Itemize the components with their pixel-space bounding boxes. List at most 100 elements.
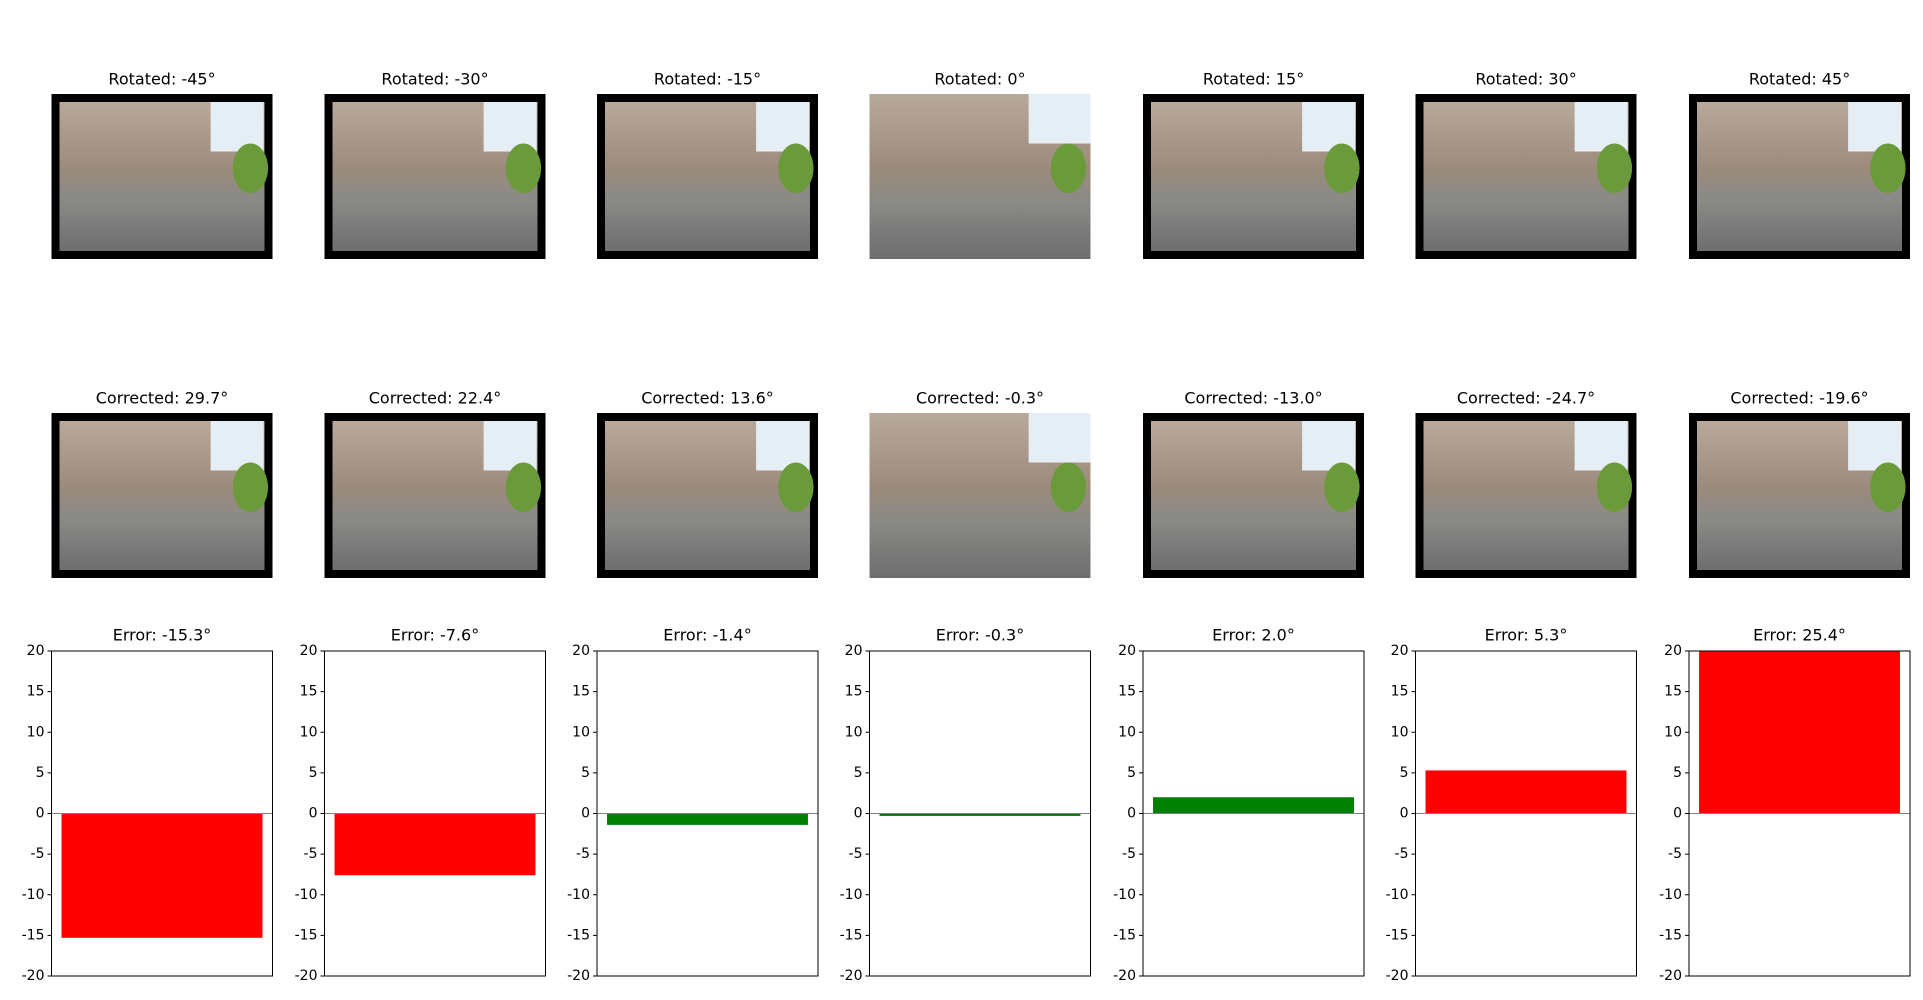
plot-area — [1425, 770, 1627, 814]
chart-title: Error: -7.6° — [391, 626, 479, 645]
y-tick-label: -10 — [1386, 887, 1409, 903]
y-tick-label: -20 — [22, 968, 45, 984]
chart-title: Error: 25.4° — [1753, 626, 1846, 645]
y-tick-label: 0 — [1127, 806, 1136, 822]
y-tick-label: -5 — [304, 846, 318, 862]
y-tick-label: -20 — [1113, 968, 1136, 984]
y-tick-label: 5 — [1673, 765, 1682, 781]
y-tick-label: -5 — [1668, 846, 1682, 862]
image-title: Corrected: 13.6° — [641, 389, 774, 408]
y-tick-label: 15 — [27, 684, 45, 700]
image-sky — [1848, 102, 1902, 152]
image-tree — [1050, 462, 1087, 512]
y-tick-label: 0 — [1673, 806, 1682, 822]
y-tick-label: -15 — [295, 927, 318, 943]
image-tree — [1050, 143, 1087, 193]
y-tick-label: -10 — [295, 887, 318, 903]
y-tick-label: 10 — [1664, 724, 1682, 740]
image-sky — [210, 102, 264, 152]
y-tick-label: 10 — [845, 724, 863, 740]
y-tick-label: -20 — [1386, 968, 1409, 984]
image-title: Corrected: -19.6° — [1730, 389, 1868, 408]
y-tick-label: 10 — [1391, 724, 1409, 740]
y-tick-label: -15 — [1659, 927, 1682, 943]
y-tick-label: -5 — [849, 846, 863, 862]
y-tick-label: -5 — [1122, 846, 1136, 862]
y-tick-label: 10 — [572, 724, 590, 740]
image-tree — [505, 462, 542, 512]
y-tick-label: -15 — [1386, 927, 1409, 943]
image-title: Corrected: -13.0° — [1184, 389, 1322, 408]
y-tick-label: -5 — [31, 846, 45, 862]
image-tree — [778, 143, 814, 193]
y-tick-label: 15 — [1391, 684, 1409, 700]
plot-area — [879, 813, 1081, 816]
chart-title: Error: 5.3° — [1485, 626, 1568, 645]
y-tick-label: -15 — [840, 927, 863, 943]
y-tick-label: 5 — [1400, 765, 1409, 781]
bar — [607, 813, 808, 825]
image-title: Corrected: -0.3° — [916, 389, 1044, 408]
y-tick-label: -15 — [1113, 927, 1136, 943]
y-tick-label: 20 — [27, 643, 45, 659]
image-sky — [756, 102, 810, 152]
plot-area — [1153, 797, 1354, 814]
y-tick-label: 0 — [36, 806, 45, 822]
bar — [1425, 770, 1627, 814]
image-title: Rotated: 15° — [1203, 70, 1304, 89]
y-tick-label: -10 — [567, 887, 590, 903]
chart-title: Error: -15.3° — [113, 626, 212, 645]
y-tick-label: 5 — [36, 765, 45, 781]
bar — [1699, 651, 1900, 814]
image-title: Corrected: 29.7° — [96, 389, 229, 408]
image-sky — [483, 421, 537, 471]
y-tick-label: 15 — [1664, 684, 1682, 700]
chart-title: Error: 2.0° — [1212, 626, 1295, 645]
image-sky — [1848, 421, 1902, 471]
y-tick-label: 5 — [854, 765, 863, 781]
y-tick-label: 0 — [854, 806, 863, 822]
image-tree — [1870, 462, 1906, 512]
plot-area — [1699, 651, 1900, 814]
plot-area — [61, 813, 263, 938]
y-tick-label: 15 — [300, 684, 318, 700]
y-tick-label: 15 — [572, 684, 590, 700]
y-tick-label: 20 — [1664, 643, 1682, 659]
image-tree — [1324, 143, 1360, 193]
image-tree — [1870, 143, 1906, 193]
image-sky — [1028, 413, 1091, 463]
image-sky — [756, 421, 810, 471]
y-tick-label: -10 — [1113, 887, 1136, 903]
y-tick-label: -5 — [1395, 846, 1409, 862]
chart-title: Error: -1.4° — [663, 626, 751, 645]
y-tick-label: 20 — [1391, 643, 1409, 659]
plot-area — [607, 813, 808, 825]
y-tick-label: -10 — [22, 887, 45, 903]
y-tick-label: 20 — [572, 643, 590, 659]
y-tick-label: -20 — [1659, 968, 1682, 984]
plot-area — [334, 813, 536, 876]
image-tree — [232, 143, 269, 193]
image-title: Rotated: 30° — [1475, 70, 1576, 89]
y-tick-label: 10 — [1118, 724, 1136, 740]
image-sky — [1574, 421, 1628, 471]
y-tick-label: -5 — [576, 846, 590, 862]
image-tree — [1596, 143, 1633, 193]
bar — [879, 813, 1081, 816]
y-tick-label: 0 — [1400, 806, 1409, 822]
y-tick-label: 5 — [1127, 765, 1136, 781]
image-sky — [1302, 102, 1356, 152]
y-tick-label: -10 — [840, 887, 863, 903]
image-title: Corrected: -24.7° — [1457, 389, 1595, 408]
image-sky — [1028, 94, 1091, 144]
image-sky — [1302, 421, 1356, 471]
bar — [334, 813, 536, 876]
image-sky — [1574, 102, 1628, 152]
image-tree — [1324, 462, 1360, 512]
y-tick-label: 0 — [581, 806, 590, 822]
image-title: Rotated: -45° — [108, 70, 215, 89]
y-tick-label: 0 — [309, 806, 318, 822]
image-sky — [210, 421, 264, 471]
y-tick-label: 15 — [845, 684, 863, 700]
